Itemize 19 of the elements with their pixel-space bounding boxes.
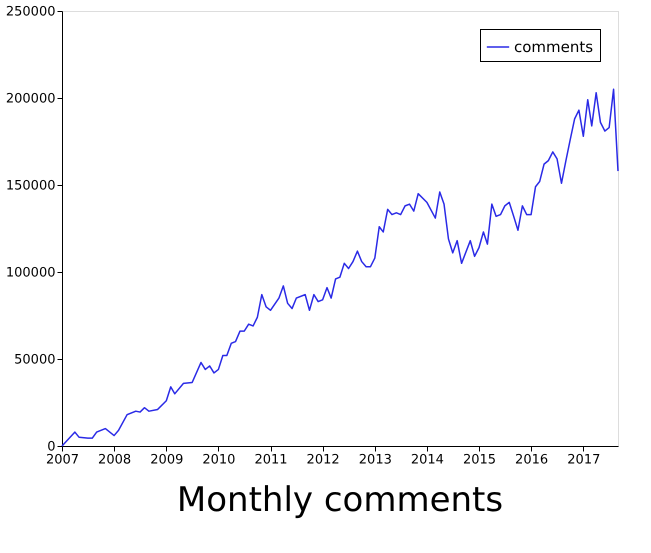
x-tick-label: 2017 (567, 452, 600, 468)
x-tick-label: 2011 (254, 452, 288, 468)
x-tick-label: 2007 (46, 452, 80, 468)
y-tick-label: 150000 (6, 178, 56, 194)
y-tick-label: 100000 (6, 266, 56, 280)
y-tick-label: 200000 (6, 92, 56, 106)
y-tick-label: 0 (47, 440, 56, 454)
x-tick-label: 2014 (410, 452, 444, 468)
x-tick-label: 2013 (358, 452, 392, 468)
y-tick-label: 250000 (6, 4, 56, 20)
text: Monthly comments (176, 480, 504, 520)
legend-label: comments (514, 38, 594, 56)
x-tick-label: 2012 (306, 452, 340, 468)
x-tick-label: 2009 (150, 452, 184, 468)
y-tick-label: 50000 (14, 352, 56, 368)
x-tick-label: 2016 (515, 452, 548, 468)
x-tick-label: 2008 (98, 452, 132, 468)
x-tick-label: 2010 (202, 452, 236, 468)
x-tick-label: 2015 (462, 452, 496, 468)
